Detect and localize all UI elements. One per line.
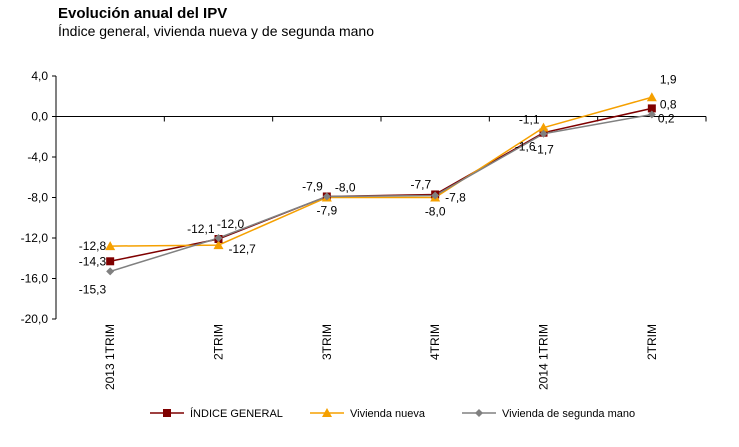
- y-tick-label: -12,0: [21, 231, 49, 245]
- data-label: -8,0: [335, 181, 356, 195]
- data-point: [647, 104, 656, 113]
- y-tick-label: -16,0: [21, 272, 49, 286]
- data-label: -12,8: [79, 239, 107, 253]
- y-tick-label: 4,0: [31, 69, 48, 83]
- legend-marker: [163, 409, 171, 417]
- x-tick-label: 3TRIM: [320, 324, 334, 360]
- x-tick-label: 2014 1TRIM: [537, 324, 551, 390]
- y-tick-label: -8,0: [27, 191, 48, 205]
- data-label: -7,7: [410, 177, 431, 191]
- y-tick-label: -20,0: [21, 312, 49, 326]
- data-label: -7,8: [445, 190, 466, 204]
- y-tick-label: 0,0: [31, 110, 48, 124]
- data-point: [431, 191, 440, 200]
- series-line: [109, 113, 652, 273]
- legend-marker: [322, 408, 332, 417]
- data-label: -7,9: [316, 203, 337, 217]
- chart-title: Evolución anual del IPV: [58, 5, 228, 22]
- data-label: -12,0: [217, 217, 245, 231]
- data-label: -1,7: [533, 143, 554, 157]
- x-tick-label: 2TRIM: [645, 324, 659, 360]
- x-tick-label: 4TRIM: [428, 324, 442, 360]
- data-label: -12,1: [187, 222, 215, 236]
- chart-subtitle: Índice general, vivienda nueva y de segu…: [58, 23, 374, 39]
- data-label: -1,6: [515, 140, 536, 154]
- data-point: [214, 234, 223, 242]
- data-label: 0,2: [658, 111, 675, 125]
- data-label: -7,9: [302, 179, 323, 193]
- data-label: 1,9: [660, 72, 677, 86]
- series-line: [110, 107, 652, 263]
- data-point: [646, 92, 657, 102]
- data-point: [647, 110, 656, 119]
- data-label: 0,8: [660, 97, 677, 111]
- data-point: [106, 267, 115, 276]
- x-tick-label: 2013 1TRIM: [103, 324, 117, 390]
- data-label: -8,0: [425, 205, 446, 219]
- data-point: [322, 192, 331, 201]
- legend-label: Vivienda nueva: [350, 408, 426, 420]
- data-point: [538, 122, 549, 132]
- x-tick-label: 2TRIM: [212, 324, 226, 360]
- data-point: [539, 129, 548, 138]
- legend-marker: [475, 409, 483, 417]
- data-point: [105, 241, 116, 251]
- data-label: -12,7: [229, 242, 257, 256]
- data-point: [106, 257, 115, 266]
- data-label: -15,3: [79, 282, 107, 296]
- data-point: [213, 240, 224, 250]
- data-label: -14,3: [79, 254, 107, 268]
- series-line: [110, 96, 653, 247]
- legend-label: ÍNDICE GENERAL: [190, 407, 283, 420]
- data-label: -1,1: [519, 113, 540, 127]
- legend-label: Vivienda de segunda mano: [502, 408, 635, 420]
- y-tick-label: -4,0: [27, 150, 48, 164]
